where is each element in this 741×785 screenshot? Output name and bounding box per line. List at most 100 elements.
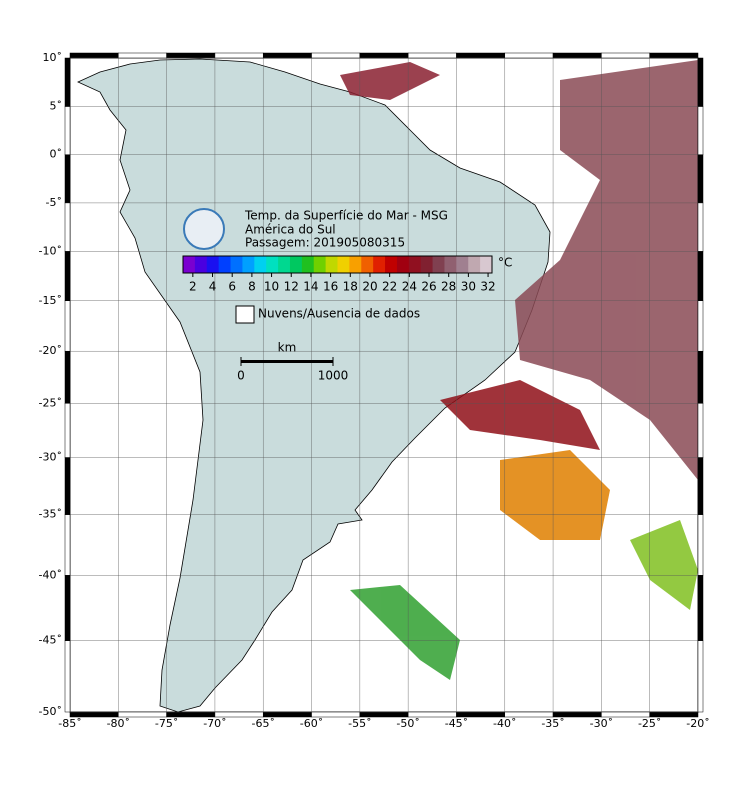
colorbar-step xyxy=(408,256,422,273)
colorbar-label: 28 xyxy=(441,280,456,294)
frame-bar xyxy=(552,52,602,59)
colorbar-label: 18 xyxy=(343,280,358,294)
x-tick-label: -60˚ xyxy=(300,717,323,730)
x-tick-label: -35˚ xyxy=(541,717,564,730)
colorbar-step xyxy=(194,256,208,273)
frame-bar xyxy=(697,403,704,458)
colorbar-label: 22 xyxy=(382,280,397,294)
colorbar-label: 12 xyxy=(284,280,299,294)
frame-bar xyxy=(64,106,71,155)
colorbar-label: 4 xyxy=(209,280,217,294)
map-title: Temp. da Superfície do Mar - MSG xyxy=(244,209,448,223)
colorbar-label: 10 xyxy=(264,280,279,294)
frame-bar xyxy=(601,52,650,59)
colorbar-step xyxy=(444,256,457,273)
y-tick-label: 0˚ xyxy=(50,148,63,161)
colorbar-step xyxy=(230,256,243,273)
frame-bar xyxy=(697,202,704,252)
frame-bar xyxy=(64,202,71,252)
colorbar-label: 30 xyxy=(461,280,476,294)
frame-bar xyxy=(64,300,71,352)
x-tick-label: -55˚ xyxy=(348,717,371,730)
frame-bar xyxy=(311,52,361,59)
y-tick-label: 10˚ xyxy=(43,51,63,64)
colorbar-label: 24 xyxy=(402,280,417,294)
frame-bar xyxy=(359,52,409,59)
frame-bar xyxy=(456,52,506,59)
colorbar-step xyxy=(373,256,386,273)
colorbar-step xyxy=(349,256,362,273)
frame-bar xyxy=(166,52,216,59)
x-tick-label: -85˚ xyxy=(58,717,81,730)
x-tick-label: -45˚ xyxy=(445,717,468,730)
colorbar-label: 16 xyxy=(323,280,338,294)
colorbar-step xyxy=(396,256,410,273)
colorbar-step xyxy=(278,256,291,273)
colorbar-frame xyxy=(182,255,493,274)
frame-bar xyxy=(697,251,704,302)
sst-patch xyxy=(340,62,440,100)
y-tick-label: -35˚ xyxy=(39,508,62,521)
sst-patch xyxy=(440,380,600,450)
frame-bar xyxy=(64,514,71,576)
frame-bar xyxy=(649,52,699,59)
frame-bar xyxy=(697,457,704,515)
colorbar-label: 26 xyxy=(421,280,436,294)
frame-bar xyxy=(64,251,71,302)
legend-label: Nuvens/Ausencia de dados xyxy=(258,307,420,321)
colorbar-step xyxy=(301,256,315,273)
colorbar-step xyxy=(242,256,255,273)
frame-bar xyxy=(64,57,71,107)
frame-bar xyxy=(262,52,312,59)
sst-patch xyxy=(515,60,698,480)
x-tick-label: -50˚ xyxy=(396,717,419,730)
colorbar-step xyxy=(420,256,434,273)
colorbar-step xyxy=(480,256,493,273)
frame-bar xyxy=(69,52,119,59)
colorbar-label: 6 xyxy=(228,280,236,294)
frame-bar xyxy=(64,640,71,713)
colorbar-label: 20 xyxy=(362,280,377,294)
x-tick-label: -20˚ xyxy=(686,717,709,730)
sst-patch xyxy=(630,520,698,610)
y-tick-label: -5˚ xyxy=(46,196,62,209)
x-tick-label: -25˚ xyxy=(638,717,661,730)
frame-bar xyxy=(407,52,457,59)
legend-swatch xyxy=(235,305,255,324)
frame-bar xyxy=(697,350,704,404)
colorbar-step xyxy=(361,256,374,273)
y-tick-label: -40˚ xyxy=(39,568,62,581)
x-tick-label: -80˚ xyxy=(107,717,130,730)
colorbar-step xyxy=(325,256,338,273)
colorbar-step xyxy=(337,256,350,273)
frame-bar xyxy=(118,52,167,59)
colorbar-step xyxy=(266,256,279,273)
logo xyxy=(183,208,225,250)
frame-bar xyxy=(64,403,71,458)
frame-bar xyxy=(697,106,704,155)
colorbar-label: 2 xyxy=(189,280,197,294)
frame-bar xyxy=(504,52,554,59)
frame-bar xyxy=(697,154,704,204)
frame-bar xyxy=(697,575,704,641)
frame-bar xyxy=(64,350,71,404)
scale-label: 0 xyxy=(237,369,245,383)
scale-bar xyxy=(241,360,333,363)
colorbar-step xyxy=(385,256,398,273)
frame-bar xyxy=(64,575,71,641)
colorbar-label: 32 xyxy=(480,280,495,294)
sst-patches xyxy=(340,60,698,680)
x-tick-label: -70˚ xyxy=(203,717,226,730)
frame-bar xyxy=(697,300,704,352)
scale-label: 1000 xyxy=(318,369,349,383)
y-tick-label: -10˚ xyxy=(39,244,62,257)
x-tick-label: -40˚ xyxy=(493,717,516,730)
colorbar-step xyxy=(218,256,232,273)
y-tick-label: 5˚ xyxy=(50,100,63,113)
map-region: América do Sul xyxy=(245,223,336,237)
map-info: Temp. da Superfície do Mar - MSG América… xyxy=(183,208,448,355)
x-tick-label: -65˚ xyxy=(251,717,274,730)
x-tick-label: -75˚ xyxy=(155,717,178,730)
x-tick-label: -30˚ xyxy=(590,717,613,730)
